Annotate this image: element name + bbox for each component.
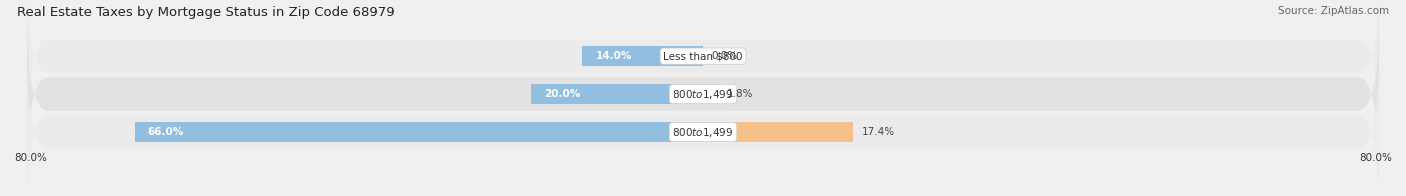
FancyBboxPatch shape	[27, 54, 1379, 196]
Bar	[703, 84, 718, 104]
Text: 80.0%: 80.0%	[14, 153, 46, 163]
FancyBboxPatch shape	[27, 0, 1379, 134]
Text: 66.0%: 66.0%	[148, 127, 184, 137]
Bar	[703, 122, 853, 142]
Text: $800 to $1,499: $800 to $1,499	[672, 125, 734, 139]
Text: 80.0%: 80.0%	[1360, 153, 1392, 163]
Text: 1.8%: 1.8%	[727, 89, 754, 99]
Text: Less than $800: Less than $800	[664, 51, 742, 61]
Text: 0.0%: 0.0%	[711, 51, 738, 61]
Text: Source: ZipAtlas.com: Source: ZipAtlas.com	[1278, 6, 1389, 16]
Bar	[582, 46, 703, 66]
Bar	[135, 122, 703, 142]
FancyBboxPatch shape	[27, 16, 1379, 172]
Text: 20.0%: 20.0%	[544, 89, 579, 99]
Text: 17.4%: 17.4%	[862, 127, 894, 137]
Text: $800 to $1,499: $800 to $1,499	[672, 88, 734, 101]
Text: 14.0%: 14.0%	[595, 51, 631, 61]
Bar	[531, 84, 703, 104]
Text: Real Estate Taxes by Mortgage Status in Zip Code 68979: Real Estate Taxes by Mortgage Status in …	[17, 6, 395, 19]
